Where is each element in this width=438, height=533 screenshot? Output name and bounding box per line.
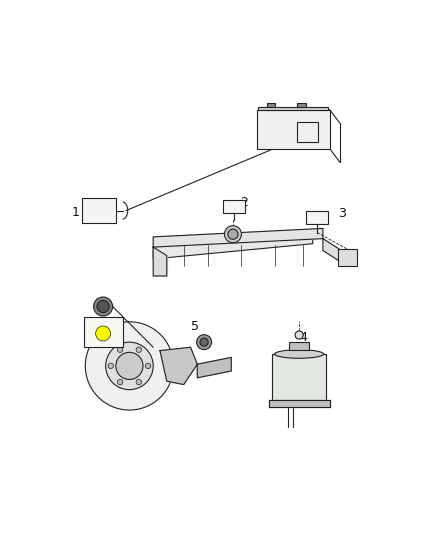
Text: 4: 4 (299, 330, 307, 344)
Circle shape (108, 363, 113, 369)
Circle shape (97, 301, 109, 313)
Circle shape (117, 347, 123, 352)
Bar (84, 317, 123, 347)
Polygon shape (323, 239, 346, 266)
Bar (297, 103, 306, 107)
Circle shape (94, 297, 113, 316)
Bar (338, 249, 357, 266)
Ellipse shape (275, 350, 324, 358)
Polygon shape (160, 347, 197, 385)
Circle shape (117, 379, 123, 385)
Circle shape (295, 331, 303, 339)
Circle shape (85, 322, 173, 410)
Circle shape (116, 352, 143, 379)
Polygon shape (272, 354, 326, 400)
Circle shape (224, 225, 241, 243)
Bar (258, 107, 328, 110)
Polygon shape (153, 229, 323, 247)
Polygon shape (153, 232, 313, 259)
Text: 3: 3 (338, 207, 346, 220)
Circle shape (136, 347, 141, 352)
Bar (82, 198, 116, 223)
Polygon shape (153, 247, 167, 276)
Bar (257, 110, 330, 149)
Polygon shape (197, 358, 231, 378)
Text: 5: 5 (191, 320, 198, 333)
Bar (306, 211, 328, 224)
Text: 2: 2 (240, 197, 247, 209)
Circle shape (200, 338, 208, 346)
Circle shape (136, 379, 141, 385)
Text: 1: 1 (72, 206, 80, 219)
Bar (289, 343, 309, 350)
Circle shape (106, 342, 153, 390)
Bar (267, 103, 276, 107)
Circle shape (145, 363, 151, 369)
Circle shape (228, 229, 238, 239)
Circle shape (197, 335, 212, 350)
Polygon shape (268, 400, 330, 407)
Bar (223, 200, 245, 213)
Circle shape (95, 326, 110, 341)
Bar (297, 122, 318, 142)
